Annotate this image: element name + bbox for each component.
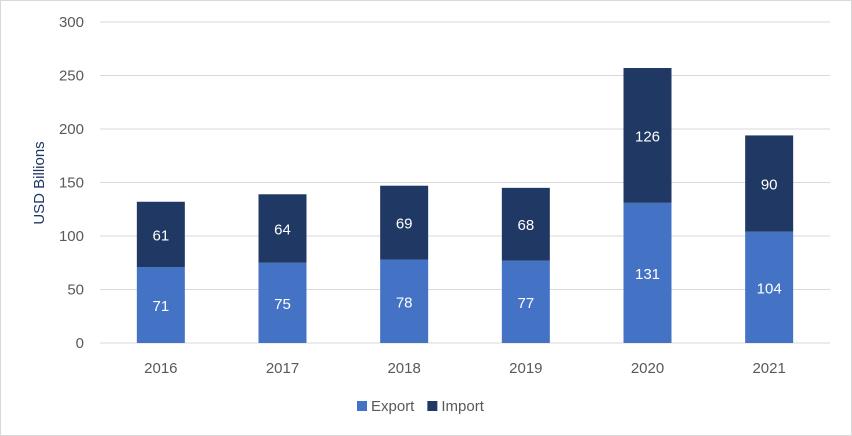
legend-swatch-import [427, 401, 438, 411]
y-axis-label: USD Billions [31, 141, 48, 224]
data-label: 64 [274, 222, 291, 239]
legend-label-export: Export [371, 398, 415, 415]
y-tick-label: 250 [59, 68, 84, 85]
y-tick-label: 200 [59, 121, 84, 138]
data-label: 78 [396, 294, 413, 311]
bar-import-2020 [623, 68, 672, 203]
bar-import-2021 [745, 135, 794, 232]
y-tick-label: 100 [59, 228, 84, 245]
x-tick-label: 2018 [387, 360, 420, 377]
bar-import-2017 [258, 194, 307, 263]
bar-export-2018 [380, 259, 429, 343]
data-label: 75 [274, 296, 291, 313]
bar-export-2017 [258, 262, 307, 343]
x-tick-label: 2016 [144, 360, 177, 377]
legend-swatch-export [357, 401, 367, 411]
y-tick-label: 300 [59, 14, 84, 31]
bar-import-2019 [501, 187, 550, 261]
data-label: 126 [635, 128, 660, 145]
data-label: 77 [517, 295, 534, 312]
bar-import-2018 [380, 185, 429, 260]
data-label: 61 [152, 227, 169, 244]
x-tick-label: 2019 [509, 360, 542, 377]
bar-import-2016 [136, 201, 185, 268]
data-label: 104 [757, 280, 782, 297]
y-tick-label: 150 [59, 175, 84, 192]
x-tick-label: 2020 [631, 360, 664, 377]
x-tick-label: 2017 [266, 360, 299, 377]
y-tick-label: 0 [76, 335, 84, 352]
bar-export-2016 [136, 267, 185, 343]
bar-export-2020 [623, 202, 672, 343]
data-label: 69 [396, 216, 413, 233]
y-tick-label: 50 [67, 282, 84, 299]
data-label: 71 [152, 298, 169, 315]
data-label: 90 [761, 177, 778, 194]
legend-label-import: Import [441, 398, 484, 415]
x-tick-label: 2021 [752, 360, 785, 377]
bar-export-2019 [501, 260, 550, 343]
bar-export-2021 [745, 231, 794, 343]
data-label: 68 [517, 217, 534, 234]
data-label: 131 [635, 266, 660, 283]
